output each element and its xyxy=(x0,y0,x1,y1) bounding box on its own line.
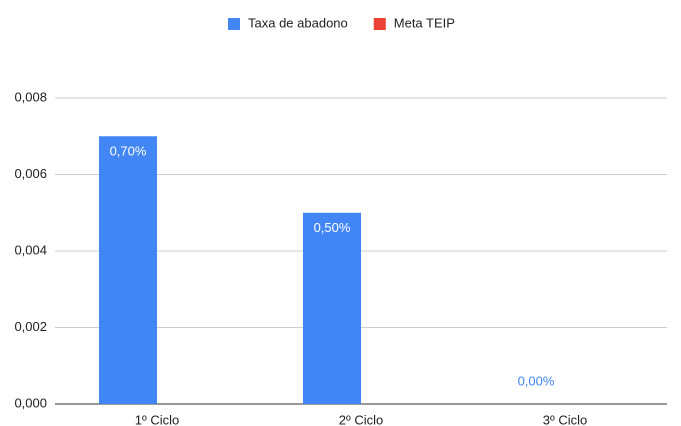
legend-label: Meta TEIP xyxy=(394,15,455,30)
x-tick-label: 2º Ciclo xyxy=(339,412,383,426)
bar xyxy=(303,212,361,404)
data-label: 0,00% xyxy=(518,373,555,388)
legend-label: Taxa de abadono xyxy=(248,15,348,30)
y-tick-label: 0,000 xyxy=(14,395,47,410)
y-tick-label: 0,008 xyxy=(14,89,47,104)
y-tick-label: 0,004 xyxy=(14,242,47,257)
legend-swatch xyxy=(373,18,386,30)
data-label: 0,70% xyxy=(110,144,147,159)
x-tick-label: 1º Ciclo xyxy=(135,412,179,426)
bar xyxy=(99,136,157,404)
data-label: 0,50% xyxy=(314,220,351,235)
y-tick-label: 0,006 xyxy=(14,166,47,181)
legend-swatch xyxy=(228,18,240,30)
y-tick-label: 0,002 xyxy=(14,319,47,334)
x-tick-label: 3º Ciclo xyxy=(543,412,587,426)
